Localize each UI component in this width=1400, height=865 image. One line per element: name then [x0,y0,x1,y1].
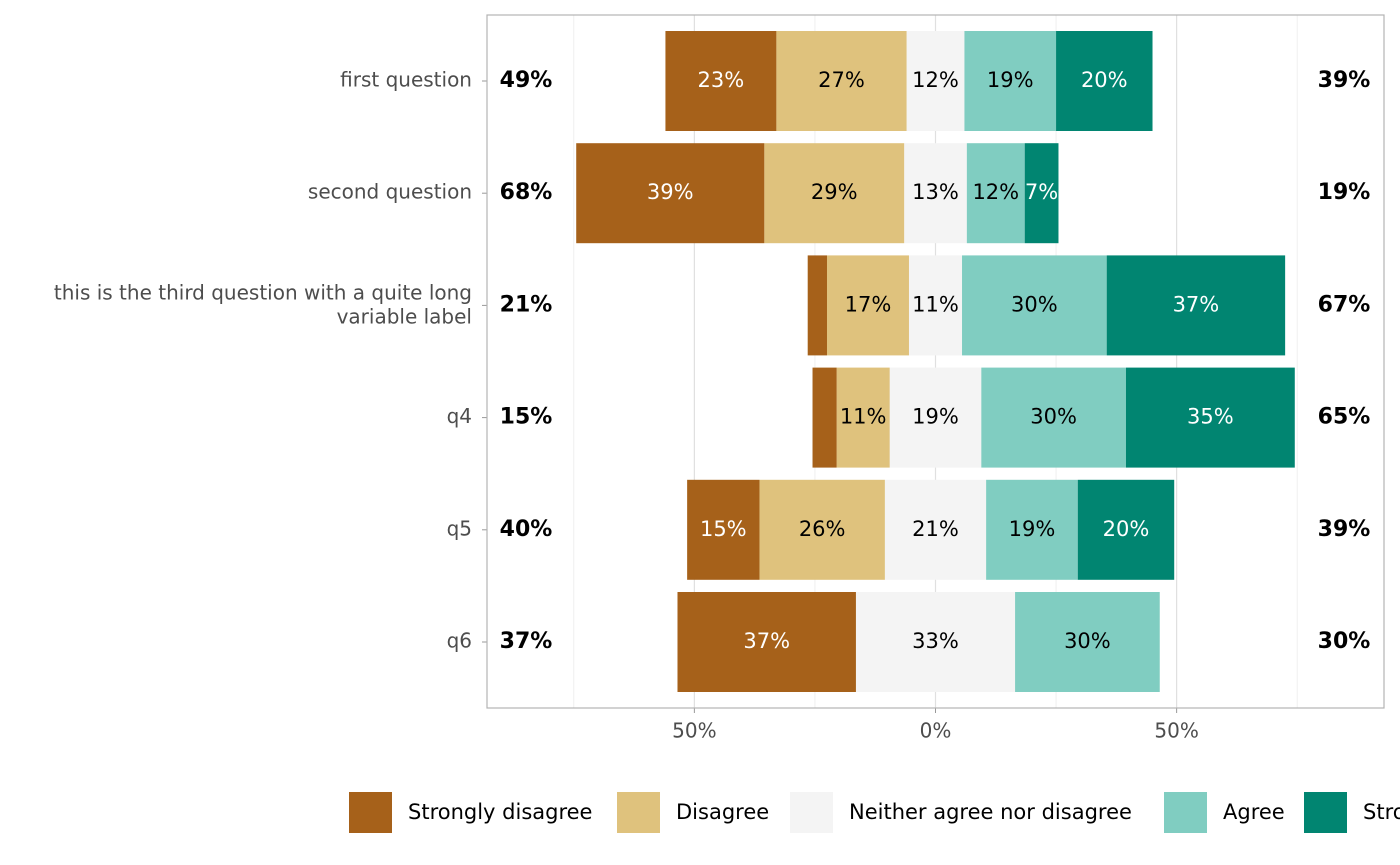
right-total: 65% [1318,405,1371,430]
legend-key [790,792,833,833]
bar-label: 12% [972,180,1019,204]
legend-label: Strongly disagree [408,800,592,824]
bar [1056,31,1153,131]
bar-label: 12% [912,68,959,92]
bar [884,479,987,580]
legend-label: Agree [1223,800,1285,824]
right-total: 39% [1318,68,1371,93]
x-tick-label: 50% [672,719,716,743]
bar [759,479,885,580]
bar [807,255,827,356]
bar-label: 30% [1030,405,1077,429]
left-total: 40% [500,517,553,542]
bar [1125,367,1295,468]
bar-label: 35% [1187,405,1234,429]
bar [981,367,1126,468]
bar [906,31,965,131]
bar [1077,479,1175,580]
right-total: 67% [1318,292,1371,317]
bar [677,592,856,692]
bar [836,367,890,468]
legend-key [1304,792,1347,833]
right-total: 30% [1318,629,1371,654]
y-tick-label: q4 [447,404,472,428]
bar-label: 21% [912,517,959,541]
y-tick-label: q6 [447,629,472,653]
y-tick-label: second question [308,180,472,204]
bar-label: 11% [840,405,887,429]
y-tick-label: q5 [447,516,472,540]
bar [1106,255,1286,356]
bar-label: 20% [1103,517,1150,541]
bar [576,143,765,244]
left-total: 21% [500,292,553,317]
bar-label: 13% [912,180,959,204]
bar-label: 19% [987,68,1034,92]
left-total: 37% [500,629,553,654]
bar [687,479,760,580]
bar-label: 30% [1064,629,1111,653]
bar-label: 33% [912,629,959,653]
legend-label: Disagree [676,800,769,824]
left-total: 68% [500,180,553,205]
left-total: 49% [500,68,553,93]
bar [812,367,837,468]
legend-key [617,792,660,833]
bar-label: 7% [1025,180,1058,204]
bar-label: 37% [743,629,790,653]
bar-label: 26% [799,517,846,541]
bar [1015,592,1160,692]
bar-label: 19% [1009,517,1056,541]
bar [776,31,907,131]
bar-label: 11% [912,292,959,316]
bar [826,255,909,356]
x-tick-label: 50% [1154,719,1198,743]
legend-key [1164,792,1207,833]
legend-label: Strongly agree [1363,800,1400,824]
bar [904,143,967,244]
x-tick-label: 0% [920,719,952,743]
bar [966,143,1025,244]
bar [962,255,1107,356]
left-total: 15% [500,405,553,430]
bar-label: 23% [698,68,745,92]
bar [908,255,963,356]
bar [986,479,1078,580]
bar [665,31,777,131]
bar-label: 19% [912,405,959,429]
bar [764,143,905,244]
bar [964,31,1057,131]
right-total: 39% [1318,517,1371,542]
panel-border [486,14,1385,709]
bar-label: 30% [1011,292,1058,316]
bar [1024,143,1059,244]
bar-label: 39% [647,180,694,204]
y-tick-label: first question [340,68,472,92]
right-total: 19% [1318,180,1371,205]
bar [889,367,982,468]
y-tick-label: this is the third question with a quite … [54,280,472,328]
bar-label: 37% [1173,292,1220,316]
bar-label: 29% [811,180,858,204]
bar-label: 27% [818,68,865,92]
legend-key [349,792,392,833]
bar-label: 15% [700,517,747,541]
legend-label: Neither agree nor disagree [849,800,1132,824]
bar-label: 17% [845,292,892,316]
bar [855,592,1016,692]
bar-label: 20% [1081,68,1128,92]
